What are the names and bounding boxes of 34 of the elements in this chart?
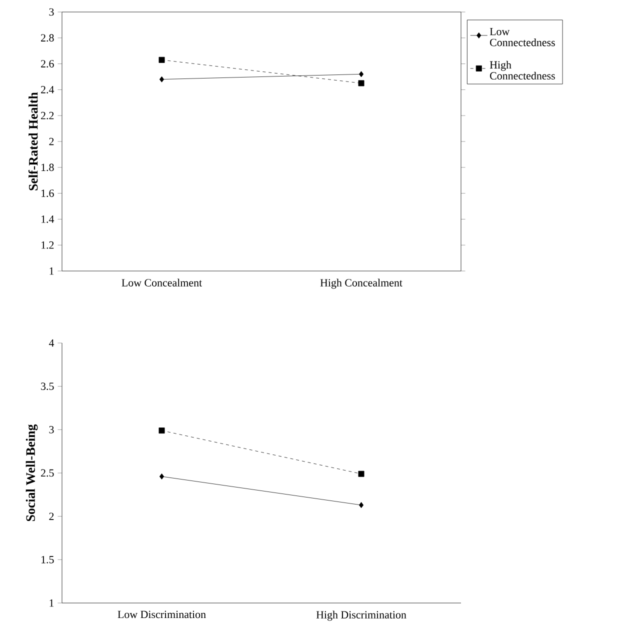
x-tick-label: High Concealment (320, 278, 402, 289)
legend-label: Low Connectedness (490, 28, 555, 46)
point (158, 56, 165, 63)
y-tick-label: 4 (48, 339, 54, 347)
y-tick-label: 2.2 (41, 112, 54, 120)
y-tick-label: 2.6 (41, 60, 54, 68)
y-tick-label: 3 (49, 8, 54, 16)
point (159, 76, 164, 82)
point (358, 470, 364, 477)
y-tick-label: 1 (50, 267, 54, 275)
y-tick-label: 1.4 (42, 216, 54, 223)
y-tick-label: 2.8 (41, 34, 54, 42)
x-tick-label: High Discrimination (316, 610, 406, 621)
x-tick-label: Low Discrimination (118, 610, 206, 618)
point (158, 428, 165, 434)
y-tick-label: 1 (50, 599, 54, 607)
y-tick-label: 2.4 (41, 86, 54, 94)
y-tick-label: 2 (49, 512, 54, 520)
y-axis-title: Self-Rated Health (28, 92, 38, 190)
point (159, 473, 164, 480)
y-tick-label: 1.6 (42, 190, 54, 197)
y-tick-label: 2 (49, 138, 54, 146)
y-tick-label: 1.2 (42, 241, 54, 249)
y-tick-label: 3 (49, 426, 54, 434)
y-tick-label: 2.5 (41, 469, 54, 477)
point (358, 71, 364, 78)
point (358, 502, 364, 508)
y-tick-label: 1.8 (42, 164, 54, 172)
point (358, 80, 364, 86)
y-tick-label: 3.5 (41, 382, 54, 390)
y-axis-title: Social Well-Being (26, 424, 38, 522)
x-tick-label: Low Concealment (122, 278, 202, 286)
legend-label: High Connectedness (490, 60, 555, 80)
y-tick-label: 1.5 (42, 556, 54, 564)
